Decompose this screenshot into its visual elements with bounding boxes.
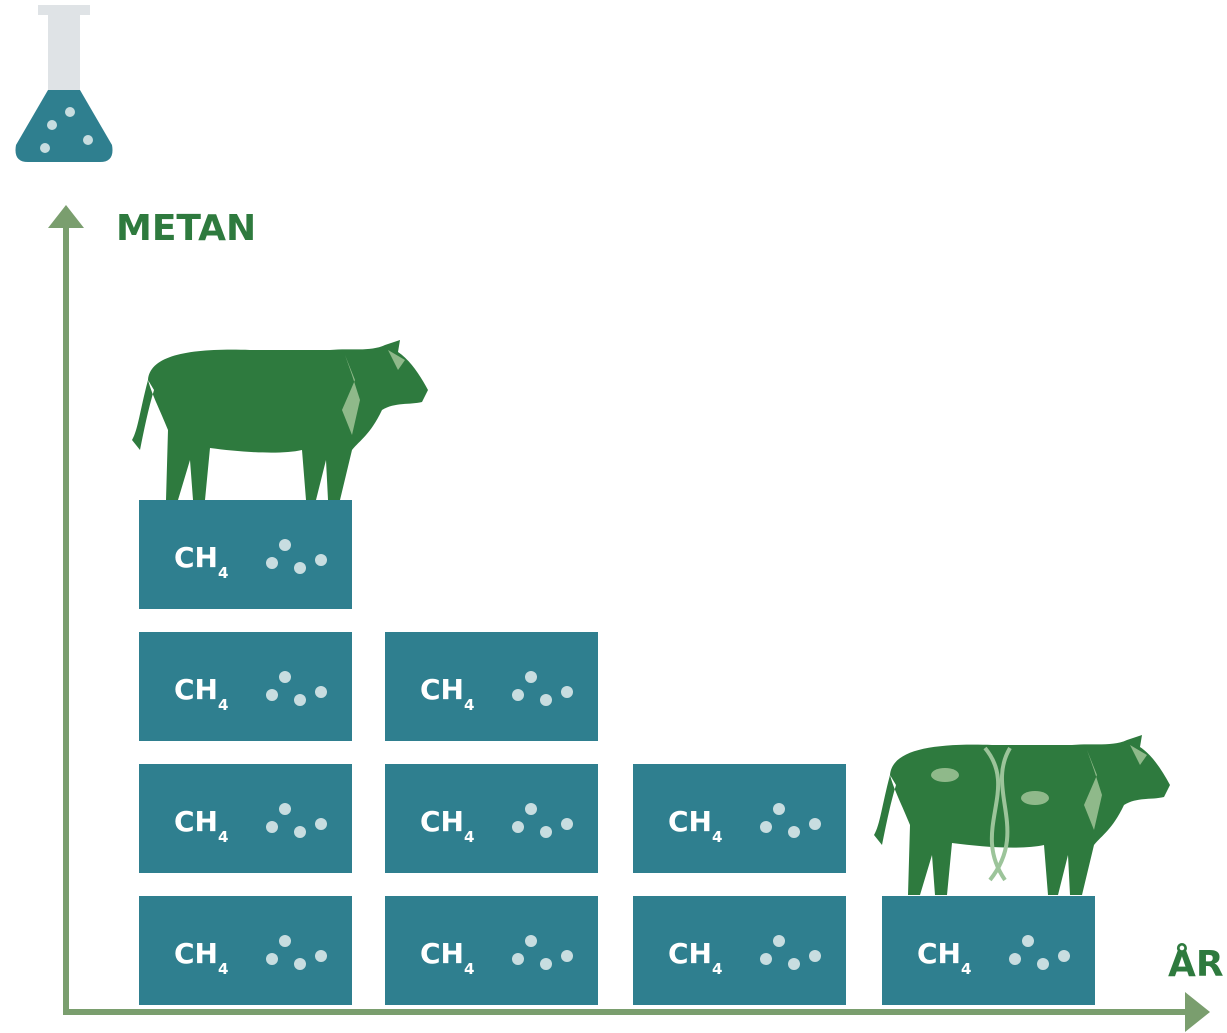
molecule-dot (512, 821, 524, 833)
cow (132, 340, 428, 500)
molecule-dot (315, 818, 327, 830)
molecule-dot (809, 950, 821, 962)
formula: CH (174, 805, 218, 838)
molecule-dot (315, 950, 327, 962)
molecule-dot (294, 826, 306, 838)
molecule-dot (525, 935, 537, 947)
molecule-dot (1022, 935, 1034, 947)
molecule-dot (788, 826, 800, 838)
molecule-dot (266, 953, 278, 965)
subscript: 4 (464, 960, 474, 978)
molecule-dot (540, 694, 552, 706)
formula: CH (420, 937, 464, 970)
molecule-dot (279, 803, 291, 815)
flask-icon (16, 5, 113, 162)
molecule-dot (294, 694, 306, 706)
y-axis-label: METAN (116, 208, 256, 249)
molecule-dot (540, 826, 552, 838)
molecule-dot (525, 671, 537, 683)
molecule-dot (1058, 950, 1070, 962)
formula: CH (420, 673, 464, 706)
molecule-dot (1037, 958, 1049, 970)
formula: CH (420, 805, 464, 838)
molecule-dot (540, 958, 552, 970)
molecule-dot (266, 821, 278, 833)
subscript: 4 (218, 828, 228, 846)
diagram: METAN ÅR CH4CH4CH4CH4CH4CH4CH4CH4CH4CH4 (0, 0, 1227, 1033)
formula: CH (174, 937, 218, 970)
molecule-dot (788, 958, 800, 970)
formula: CH (174, 673, 218, 706)
molecule-dot (773, 803, 785, 815)
molecule-dot (561, 950, 573, 962)
molecule-dot (760, 821, 772, 833)
molecule-dot (512, 689, 524, 701)
subscript: 4 (712, 828, 722, 846)
molecule-dot (294, 958, 306, 970)
formula: CH (917, 937, 961, 970)
formula: CH (668, 805, 712, 838)
cow (874, 735, 1170, 895)
subscript: 4 (464, 828, 474, 846)
molecule-dot (294, 562, 306, 574)
molecule-dot (315, 686, 327, 698)
molecule-dot (279, 935, 291, 947)
subscript: 4 (218, 564, 228, 582)
formula: CH (174, 541, 218, 574)
molecule-dot (266, 557, 278, 569)
subscript: 4 (218, 960, 228, 978)
molecule-dot (525, 803, 537, 815)
molecule-dot (512, 953, 524, 965)
subscript: 4 (961, 960, 971, 978)
subscript: 4 (464, 696, 474, 714)
formula: CH (668, 937, 712, 970)
molecule-dot (561, 818, 573, 830)
molecule-dot (279, 539, 291, 551)
subscript: 4 (218, 696, 228, 714)
molecule-dot (760, 953, 772, 965)
molecule-dot (315, 554, 327, 566)
molecule-dot (266, 689, 278, 701)
molecule-dot (809, 818, 821, 830)
subscript: 4 (712, 960, 722, 978)
molecule-dot (773, 935, 785, 947)
molecule-dot (561, 686, 573, 698)
x-axis-label: ÅR (1168, 943, 1224, 985)
molecule-dot (1009, 953, 1021, 965)
molecule-dot (279, 671, 291, 683)
